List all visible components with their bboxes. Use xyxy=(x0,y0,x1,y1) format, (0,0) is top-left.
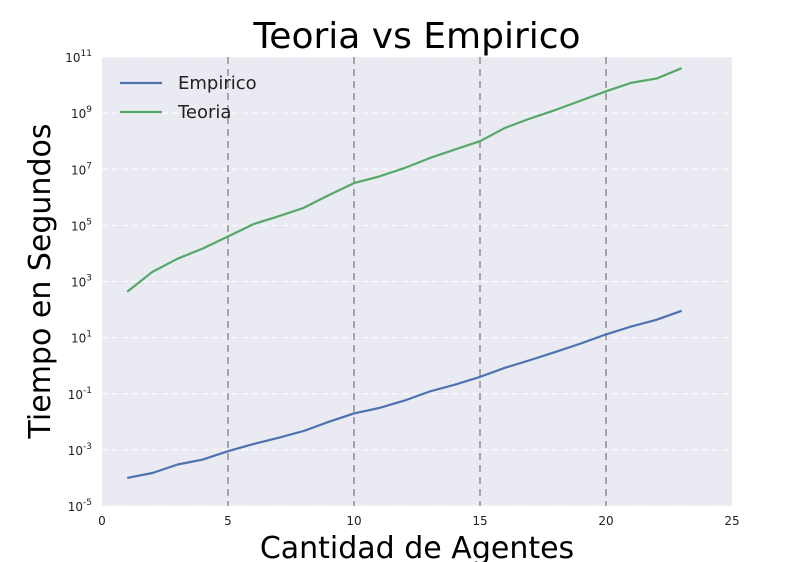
series-lines xyxy=(126,67,683,479)
y-tick-label: 103 xyxy=(71,274,92,290)
x-tick-label: 20 xyxy=(598,514,613,528)
horizontal-gridlines xyxy=(102,56,732,507)
legend-label: Teoria xyxy=(177,102,231,123)
chart-title: Teoria vs Empirico xyxy=(252,16,580,57)
y-tick-label: 10-3 xyxy=(68,442,92,458)
y-tick-label: 10-5 xyxy=(68,498,92,514)
y-tick-label: 105 xyxy=(71,217,92,233)
y-tick-labels: 10-5 10-3 10-1 101 103 105 107 109 1011 xyxy=(65,49,92,514)
legend-label: Empirico xyxy=(178,73,257,94)
x-axis-label: Cantidad de Agentes xyxy=(260,531,574,562)
x-tick-label: 10 xyxy=(346,514,361,528)
y-tick-label: 101 xyxy=(71,330,92,346)
y-tick-label: 109 xyxy=(71,105,92,121)
y-tick-label: 107 xyxy=(71,161,92,177)
vertical-gridlines xyxy=(227,57,607,506)
y-tick-label: 1011 xyxy=(65,49,92,65)
x-tick-label: 25 xyxy=(724,514,739,528)
x-tick-label: 0 xyxy=(98,514,106,528)
x-tick-label: 15 xyxy=(472,514,487,528)
series-line-teoria xyxy=(126,67,683,293)
x-tick-labels: 0 5 10 15 20 25 xyxy=(98,514,739,528)
legend: Empirico Teoria xyxy=(120,73,257,123)
series-line-empirico xyxy=(126,309,682,479)
x-tick-label: 5 xyxy=(224,514,232,528)
y-axis-label: Tiempo en Segundos xyxy=(23,124,58,440)
y-tick-label: 10-1 xyxy=(68,386,92,402)
